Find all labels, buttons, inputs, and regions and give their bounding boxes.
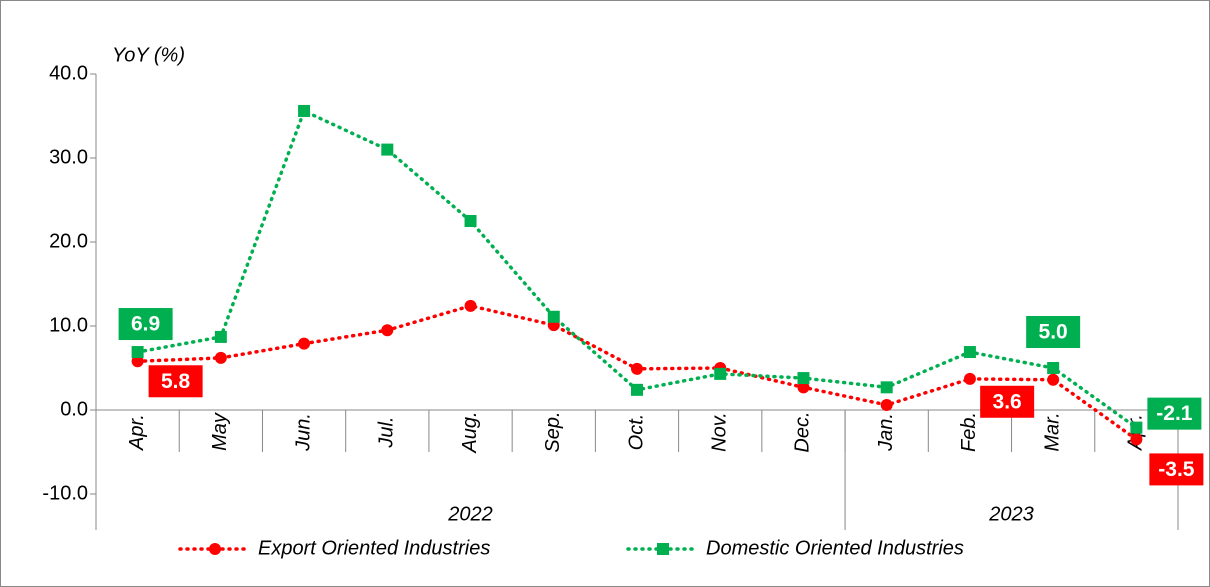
value-label: -3.5 <box>1158 458 1195 481</box>
x-tick-label: Mar. <box>1041 412 1063 451</box>
value-label: 3.6 <box>993 390 1022 413</box>
value-label-box <box>980 385 1035 418</box>
x-tick-label: May <box>209 412 231 451</box>
marker <box>547 310 560 323</box>
x-tick-label: Jan. <box>875 413 897 452</box>
marker <box>714 367 727 380</box>
value-label: 5.0 <box>1039 321 1068 344</box>
marker <box>298 104 311 117</box>
year-label: 2023 <box>988 503 1034 525</box>
x-tick-label: Jul. <box>376 416 398 448</box>
legend-marker <box>657 543 669 555</box>
marker <box>381 143 394 156</box>
value-label: 5.8 <box>161 370 191 393</box>
value-label-box <box>1147 397 1202 430</box>
marker <box>214 351 227 364</box>
marker <box>381 324 394 337</box>
x-tick-label: Apr. <box>126 414 148 451</box>
value-label-box <box>148 365 203 398</box>
marker <box>880 381 893 394</box>
y-axis-title: YoY (%) <box>112 44 185 66</box>
x-tick-label: Jun. <box>292 413 314 452</box>
y-tick-label: 0.0 <box>60 398 88 420</box>
y-tick-label: 40.0 <box>49 62 88 84</box>
y-tick-label: 30.0 <box>49 146 88 168</box>
x-tick-label: Feb. <box>958 412 980 452</box>
marker <box>797 372 810 385</box>
marker <box>1130 421 1143 434</box>
x-tick-label: Oct. <box>625 414 647 451</box>
marker <box>631 362 643 375</box>
marker <box>464 299 477 312</box>
marker <box>464 215 477 227</box>
marker <box>963 346 976 359</box>
value-label-box <box>118 308 173 341</box>
legend-label: Export Oriented Industries <box>258 537 490 559</box>
value-label: -2.1 <box>1156 402 1193 425</box>
marker <box>880 398 893 411</box>
legend-marker <box>209 543 221 555</box>
x-tick-label: Sep. <box>542 411 564 452</box>
y-tick-label: 20.0 <box>49 230 88 252</box>
x-tick-label: Nov. <box>709 412 731 452</box>
y-tick-label: -10.0 <box>42 482 88 504</box>
marker <box>214 330 227 343</box>
marker <box>131 355 144 368</box>
value-label-box <box>1149 453 1204 486</box>
marker <box>797 381 810 394</box>
y-tick-label: 10.0 <box>49 314 88 336</box>
value-label-box <box>1026 316 1081 348</box>
legend-label: Domestic Oriented Industries <box>706 537 964 559</box>
marker <box>1047 373 1060 386</box>
x-tick-label: Dec. <box>792 411 814 452</box>
marker <box>298 337 311 350</box>
marker <box>963 372 976 385</box>
x-tick-label: Aug. <box>459 411 481 453</box>
year-label: 2022 <box>447 503 493 525</box>
marker <box>631 383 643 396</box>
value-label: 6.9 <box>131 313 160 336</box>
marker <box>131 346 144 359</box>
marker <box>1047 362 1060 374</box>
marker <box>1130 433 1143 446</box>
